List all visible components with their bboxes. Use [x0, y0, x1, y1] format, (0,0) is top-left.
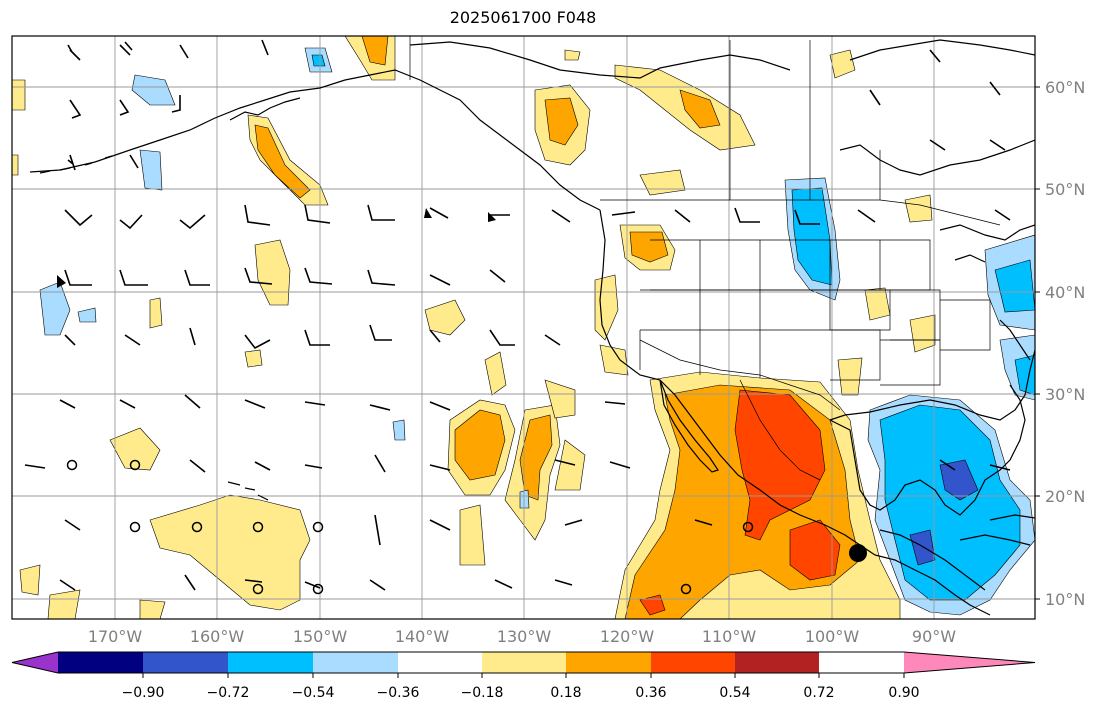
- colorbar-extend-low: [12, 652, 58, 673]
- lat-label-50: 50°N: [1045, 180, 1085, 199]
- colorbar-tick-label: 0.36: [635, 685, 666, 701]
- colorbar-segment: [482, 652, 566, 673]
- colorbar-segment: [228, 652, 313, 673]
- lat-label-20: 20°N: [1045, 487, 1085, 506]
- lat-label-30: 30°N: [1045, 385, 1085, 404]
- colorbar-segment: [566, 652, 651, 673]
- political-borders: [409, 36, 1001, 481]
- field-layer: [12, 36, 1035, 619]
- lat-label-10: 10°N: [1045, 590, 1085, 609]
- lat-label-40: 40°N: [1045, 283, 1085, 302]
- lon-label-130w: 130°W: [497, 627, 552, 646]
- lon-label-170w: 170°W: [88, 627, 143, 646]
- longitude-labels: 170°W 160°W 150°W 140°W 130°W 120°W 110°…: [88, 627, 956, 646]
- colorbar-outline: [11, 651, 1036, 674]
- lon-label-90w: 90°W: [912, 627, 956, 646]
- colorbar-tick-label: 0.54: [719, 685, 750, 701]
- colorbar-tick-label: −0.72: [207, 685, 250, 701]
- colorbar-segment: [398, 652, 482, 673]
- lon-label-110w: 110°W: [702, 627, 757, 646]
- colorbar-tick-label: −0.18: [461, 685, 504, 701]
- location-marker: [849, 544, 867, 562]
- colorbar-segment: [143, 652, 228, 673]
- colorbar-tick-label: 0.90: [888, 685, 919, 701]
- colorbar-tick-label: 0.18: [550, 685, 581, 701]
- calm-circles: [66, 459, 754, 595]
- colorbar-segment: [58, 652, 143, 673]
- colorbar: [11, 651, 1036, 678]
- colorbar-tick-label: 0.72: [803, 685, 834, 701]
- lon-label-160w: 160°W: [190, 627, 245, 646]
- colorbar-extend-high: [904, 652, 1035, 673]
- lat-label-60: 60°N: [1045, 78, 1085, 97]
- map-title: 2025061700 F048: [449, 8, 597, 27]
- colorbar-segment: [651, 652, 735, 673]
- lon-label-120w: 120°W: [600, 627, 655, 646]
- lon-label-150w: 150°W: [293, 627, 348, 646]
- negative-anomaly-shading: [39, 47, 1035, 616]
- latitude-ticks: [1035, 86, 1040, 600]
- graticule: [12, 36, 1035, 619]
- colorbar-segment: [735, 652, 819, 673]
- colorbar-tick-label: −0.90: [122, 685, 165, 701]
- positive-anomaly-shading: [12, 36, 936, 619]
- colorbar-tick-label: −0.54: [292, 685, 335, 701]
- lon-label-100w: 100°W: [805, 627, 860, 646]
- colorbar-tick-label: −0.36: [377, 685, 420, 701]
- map-border: [11, 35, 1036, 620]
- lon-label-140w: 140°W: [395, 627, 450, 646]
- latitude-labels: 60°N 50°N 40°N 30°N 20°N 10°N: [1045, 78, 1085, 609]
- wind-pennants: [57, 208, 496, 288]
- coastlines: [29, 39, 1035, 616]
- colorbar-segment: [313, 652, 398, 673]
- wind-barbs: [24, 39, 1011, 591]
- colorbar-labels: −0.90 −0.72 −0.54 −0.36 −0.18 0.18 0.36 …: [122, 685, 920, 701]
